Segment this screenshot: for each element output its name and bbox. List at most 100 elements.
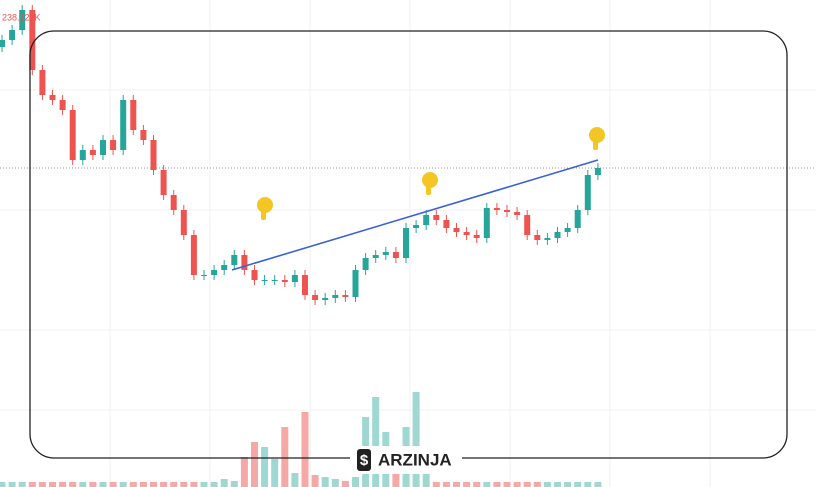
candle-body (584, 175, 591, 210)
volume-bar (230, 481, 238, 487)
volume-bar (220, 479, 228, 487)
volume-bar (139, 482, 147, 487)
volume-bar (129, 482, 137, 487)
candle-body (322, 298, 329, 300)
candle-body (251, 270, 258, 280)
volume-layer (0, 392, 602, 487)
candle-body (332, 295, 339, 298)
volume-bar (8, 482, 16, 487)
candle-body (39, 70, 46, 95)
candle-body (100, 140, 106, 155)
candle-body (524, 215, 531, 235)
candle-body (392, 252, 399, 258)
candle-body (291, 275, 298, 282)
volume-bar (210, 482, 218, 487)
candle-body (261, 280, 268, 281)
candle-body (534, 235, 541, 240)
volume-bar (38, 482, 46, 487)
volume-bar (331, 479, 339, 487)
volume-bar (59, 482, 67, 487)
trendline (231, 159, 599, 271)
candle-body (231, 255, 238, 265)
volume-bar (99, 482, 107, 487)
candle-body (514, 212, 521, 215)
candle-body (69, 110, 76, 160)
volume-bar (463, 482, 471, 487)
candle-body (433, 215, 440, 220)
volume-bar (311, 475, 319, 487)
volume-bar (341, 481, 349, 487)
candle-body (443, 220, 450, 228)
volume-bar (160, 482, 168, 487)
candle-body (201, 275, 207, 276)
volume-bar (533, 482, 541, 487)
volume-bar (372, 397, 380, 487)
candle-body (504, 210, 510, 212)
candle-body (564, 228, 571, 232)
volume-bar (442, 482, 450, 487)
candle-body (473, 235, 480, 238)
candle-body (281, 280, 288, 282)
candle-body (302, 275, 308, 295)
volume-bar (119, 482, 127, 487)
candle-layer (0, 5, 601, 305)
brand: ARZINJA (378, 450, 452, 469)
candle-body (241, 255, 248, 270)
volume-bar (301, 412, 309, 487)
volume-bar (281, 427, 289, 487)
volume-bar (523, 482, 531, 487)
candle-body (544, 238, 551, 240)
candle-body (190, 235, 197, 275)
volume-bar (190, 482, 198, 487)
candle-body (49, 95, 56, 100)
volume-bar (584, 482, 592, 487)
volume-bar (180, 482, 188, 487)
candle-body (554, 232, 561, 238)
candle-body (271, 280, 278, 281)
volume-bar (574, 482, 582, 487)
candle-body (594, 168, 601, 175)
candle-body (352, 270, 359, 297)
candle-body (89, 150, 96, 155)
candle-body (362, 258, 369, 270)
volume-bar (352, 477, 359, 487)
volume-bar (564, 482, 572, 487)
volume-bar (49, 482, 56, 487)
candle-body (413, 225, 420, 228)
candle-body (493, 208, 500, 210)
price-label: 238.128K (2, 12, 41, 22)
volume-bar (170, 482, 178, 487)
candle-body (312, 295, 319, 300)
candle-body (211, 270, 218, 275)
candle-body (130, 100, 137, 130)
candle-body (403, 228, 409, 258)
candle-body (79, 150, 86, 160)
volume-bar (321, 477, 329, 487)
volume-bar (18, 482, 26, 487)
candle-body (170, 195, 177, 210)
volume-bar (271, 459, 279, 487)
volume-bar (543, 482, 551, 487)
candle-body (342, 295, 349, 297)
svg-text:$: $ (360, 452, 369, 469)
volume-bar (200, 482, 208, 487)
volume-bar (69, 482, 77, 487)
volume-bar (0, 482, 6, 487)
candle-body (29, 10, 36, 70)
volume-bar (89, 482, 97, 487)
candle-body (0, 40, 5, 47)
volume-bar (503, 482, 511, 487)
candle-body (160, 170, 167, 195)
volume-bar (453, 482, 460, 487)
volume-bar (240, 457, 248, 487)
volume-bar (412, 392, 420, 487)
volume-bar (291, 473, 299, 487)
volume-bar (109, 482, 117, 487)
volume-bar (473, 482, 481, 487)
candle-body (59, 100, 66, 110)
volume-bar (554, 482, 561, 487)
candle-body (483, 208, 490, 238)
